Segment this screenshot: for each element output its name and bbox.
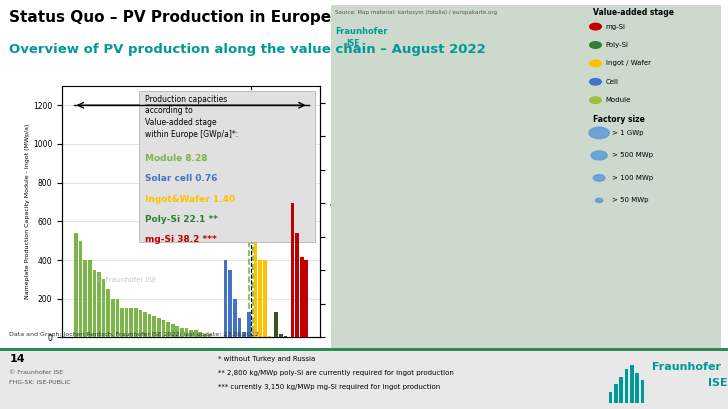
Text: Ingot&Wafer 1.40: Ingot&Wafer 1.40: [145, 195, 234, 204]
Legend: Module, Solar Cell, Ingot&Wafer, poly-Si, mg-Si: Module, Solar Cell, Ingot&Wafer, poly-Si…: [87, 355, 296, 366]
Bar: [97, 272, 100, 337]
Bar: [304, 260, 308, 337]
Bar: [83, 260, 87, 337]
Bar: [102, 279, 106, 337]
Bar: [134, 308, 138, 337]
Text: ** 2,800 kg/MWp poly-Si are currently required for ingot production: ** 2,800 kg/MWp poly-Si are currently re…: [218, 370, 454, 376]
Bar: [279, 334, 282, 337]
Bar: [290, 203, 294, 337]
Bar: [233, 299, 237, 337]
Bar: [194, 330, 197, 337]
Bar: [180, 328, 183, 337]
Text: Poly-Si: Poly-Si: [606, 42, 629, 48]
Bar: [625, 369, 628, 403]
Bar: [641, 380, 644, 403]
Bar: [249, 134, 253, 337]
Text: > 1 GWp: > 1 GWp: [612, 130, 643, 136]
Text: Cell: Cell: [606, 79, 619, 85]
Bar: [199, 332, 202, 337]
Bar: [258, 260, 262, 337]
Text: * without Turkey and Russia: * without Turkey and Russia: [218, 356, 316, 362]
Bar: [130, 308, 133, 337]
Text: > 100 MWp: > 100 MWp: [612, 175, 652, 181]
Text: © Fraunhofer ISE: © Fraunhofer ISE: [9, 370, 63, 375]
Bar: [609, 392, 612, 403]
Text: Module: Module: [606, 97, 631, 103]
Bar: [143, 312, 147, 337]
Text: ISE: ISE: [708, 378, 728, 388]
Text: Production capacities
according to
Value-added stage
within Europe [GWp/a]*:: Production capacities according to Value…: [145, 95, 238, 139]
Bar: [237, 318, 241, 337]
Bar: [140, 91, 315, 242]
Text: > 500 MWp: > 500 MWp: [612, 153, 652, 158]
Text: Factory size: Factory size: [593, 115, 645, 124]
Bar: [274, 312, 278, 337]
Bar: [175, 326, 179, 337]
Bar: [274, 312, 278, 337]
Bar: [171, 324, 175, 337]
Bar: [207, 334, 211, 337]
Bar: [138, 310, 142, 337]
Bar: [296, 234, 299, 337]
Text: Solar cell 0.76: Solar cell 0.76: [145, 175, 217, 184]
Bar: [279, 334, 282, 337]
Bar: [636, 373, 639, 403]
Text: > 50 MWp: > 50 MWp: [612, 198, 648, 203]
Bar: [630, 365, 634, 403]
Text: ISE: ISE: [346, 39, 360, 48]
Y-axis label: Nameplate Production Capacity Module - Ingot (MWp/a): Nameplate Production Capacity Module - I…: [25, 124, 30, 299]
Text: *** currently 3,150 kg/MWp mg-Si required for ingot production: *** currently 3,150 kg/MWp mg-Si require…: [218, 384, 440, 390]
Bar: [106, 289, 110, 337]
Y-axis label: Nameplate Prod. Capacity mg-Si / poly-Si (+1000 10³ kg/a): Nameplate Prod. Capacity mg-Si / poly-Si…: [343, 119, 349, 304]
Bar: [166, 322, 170, 337]
Bar: [92, 270, 96, 337]
Bar: [148, 314, 151, 337]
Bar: [620, 377, 623, 403]
Text: Fraunhofer: Fraunhofer: [335, 27, 387, 36]
Bar: [229, 270, 232, 337]
Text: mg-Si 38.2 ***: mg-Si 38.2 ***: [145, 235, 216, 244]
Bar: [120, 308, 124, 337]
Text: Data and Graph: Jochen Rentsch, Fraunhofer ISE 2022; last update: 23.08.2022: Data and Graph: Jochen Rentsch, Fraunhof…: [9, 333, 259, 337]
Text: mg-Si: mg-Si: [606, 24, 625, 29]
Bar: [111, 299, 114, 337]
Text: Value-added stage: Value-added stage: [593, 8, 674, 17]
Bar: [247, 312, 250, 337]
Text: Module 8.28: Module 8.28: [145, 154, 207, 163]
Bar: [79, 240, 82, 337]
Bar: [242, 332, 246, 337]
Text: Ingot / Wafer: Ingot / Wafer: [606, 61, 651, 66]
Bar: [300, 257, 304, 337]
Bar: [162, 320, 165, 337]
Bar: [88, 260, 92, 337]
Bar: [263, 260, 266, 337]
Bar: [189, 330, 193, 337]
Text: 14: 14: [9, 354, 25, 364]
Bar: [185, 328, 189, 337]
Text: © Fraunhofer ISE: © Fraunhofer ISE: [96, 277, 157, 283]
Text: Fraunhofer: Fraunhofer: [652, 362, 721, 372]
Bar: [74, 233, 78, 337]
Bar: [254, 144, 258, 337]
Text: Source: Map material: kartosym (fotolia) / europakarte.org: Source: Map material: kartosym (fotolia)…: [335, 10, 497, 15]
Text: Status Quo – PV Production in Europe: Status Quo – PV Production in Europe: [9, 10, 331, 25]
Text: FHG-SK: ISE-PUBLIC: FHG-SK: ISE-PUBLIC: [9, 380, 71, 385]
Text: Overview of PV production along the value chain – August 2022: Overview of PV production along the valu…: [9, 43, 486, 56]
Bar: [223, 260, 227, 337]
Bar: [203, 334, 207, 337]
Bar: [152, 316, 156, 337]
Bar: [614, 384, 618, 403]
Bar: [157, 318, 161, 337]
Bar: [116, 299, 119, 337]
Bar: [124, 308, 128, 337]
Text: Poly-Si 22.1 **: Poly-Si 22.1 **: [145, 215, 218, 224]
